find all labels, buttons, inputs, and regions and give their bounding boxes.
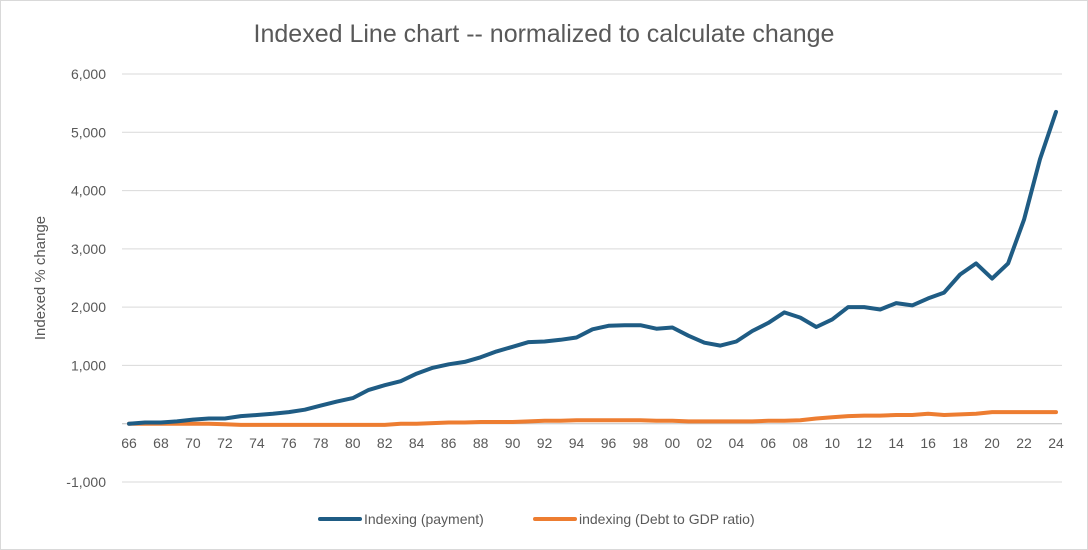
chart-title: Indexed Line chart -- normalized to calc… [254,20,835,48]
y-tick-label: 4,000 [71,183,106,199]
x-tick-label: 20 [984,435,1000,451]
y-tick-label: 3,000 [71,241,106,257]
x-tick-label: 02 [697,435,713,451]
legend: Indexing (payment) indexing (Debt to GDP… [318,511,755,527]
x-tick-label: 12 [856,435,872,451]
x-tick-label: 22 [1016,435,1032,451]
x-tick-label: 68 [153,435,169,451]
x-tick-label: 18 [952,435,968,451]
x-tick-label: 14 [888,435,904,451]
y-tick-label: 2,000 [71,299,106,315]
x-tick-label: 66 [121,435,137,451]
y-tick-label: 5,000 [71,124,106,140]
x-tick-label: 76 [281,435,297,451]
x-tick-label: 98 [633,435,649,451]
series-line-debt-to-gdp [127,410,1058,427]
x-tick-label: 84 [409,435,425,451]
x-tick-label: 82 [377,435,393,451]
x-tick-label: 04 [729,435,745,451]
x-tick-label: 78 [313,435,329,451]
x-tick-label: 10 [824,435,840,451]
y-tick-labels: 6,000 5,000 4,000 3,000 2,000 1,000 -1,000 [66,66,106,490]
x-tick-label: 72 [217,435,233,451]
x-tick-label: 70 [185,435,201,451]
x-tick-label: 80 [345,435,361,451]
x-tick-label: 86 [441,435,457,451]
x-tick-label: 16 [920,435,936,451]
x-tick-label: 88 [473,435,489,451]
x-tick-label: 06 [761,435,777,451]
y-axis-label: Indexed % change [32,216,49,340]
x-tick-label: 96 [601,435,617,451]
y-tick-label: 1,000 [71,357,106,373]
legend-label-debt-to-gdp: indexing (Debt to GDP ratio) [579,511,755,527]
x-tick-label: 94 [569,435,585,451]
x-tick-label: 74 [249,435,265,451]
x-tick-label: 24 [1048,435,1064,451]
series-line-payment [127,109,1058,426]
series-lines [127,109,1058,427]
gridlines [122,73,1062,483]
x-tick-label: 92 [537,435,553,451]
legend-label-payment: Indexing (payment) [364,511,484,527]
x-tick-labels: 66 68 70 72 74 76 78 80 82 84 86 88 90 92 94 96 98 00 02 04… [121,435,1064,451]
x-tick-label: 08 [792,435,808,451]
x-tick-label: 90 [505,435,521,451]
x-tick-label: 00 [665,435,681,451]
y-tick-label: -1,000 [66,474,106,490]
y-tick-label: 6,000 [71,66,106,82]
